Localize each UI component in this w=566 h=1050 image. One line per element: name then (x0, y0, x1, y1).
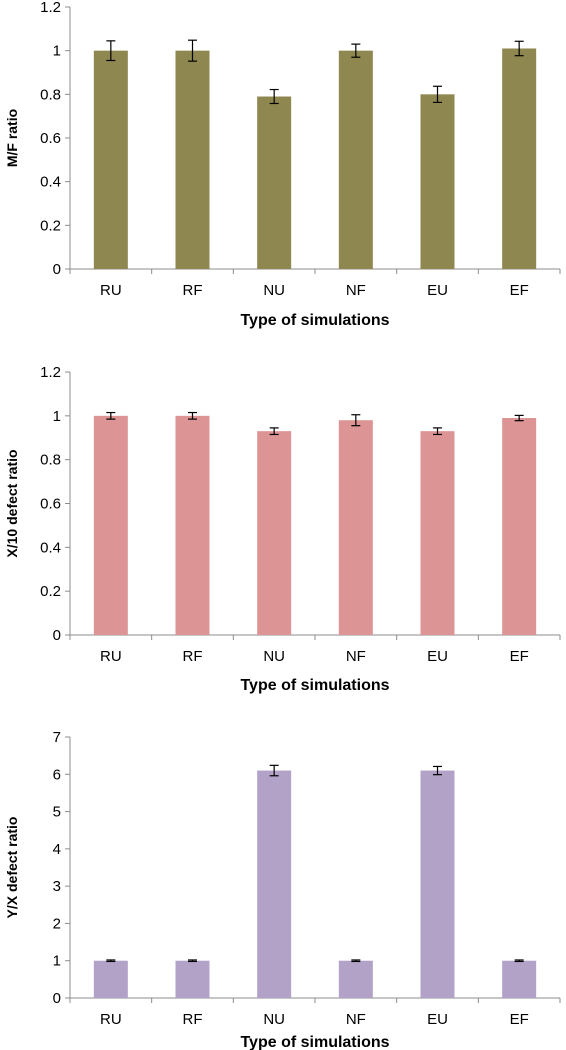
y-tick-label: 0.4 (40, 174, 61, 191)
bar-eu (420, 431, 455, 635)
bar-rf (175, 415, 210, 635)
x-axis-title: Type of simulations (240, 312, 389, 329)
x-tick-label: EF (510, 282, 529, 299)
bar-nf (338, 420, 373, 635)
y-tick-label: 0.2 (40, 217, 61, 234)
y-tick-label: 0.6 (40, 130, 61, 147)
bar-rf (175, 50, 210, 269)
y-tick-label: 5 (53, 804, 61, 821)
y-tick-label: 0 (53, 627, 61, 644)
y-tick-label: 0.4 (40, 539, 61, 556)
x-tick-label: RU (100, 282, 122, 299)
bar-ru (93, 415, 128, 635)
y-tick-label: 0 (53, 261, 61, 278)
y-tick-label: 0.6 (40, 496, 61, 513)
x-tick-label: NU (263, 648, 285, 665)
y-tick-label: 1 (53, 953, 61, 970)
x-axis-title: Type of simulations (240, 1034, 389, 1050)
x-axis-title: Type of simulations (240, 677, 389, 694)
bar-nf (338, 960, 373, 998)
bar-eu (420, 770, 455, 998)
y-tick-label: 6 (53, 766, 61, 783)
x-tick-label: NF (346, 282, 366, 299)
y-tick-label: 7 (53, 729, 61, 746)
bar-eu (420, 94, 455, 269)
bar-nu (257, 96, 292, 270)
x-tick-label: EF (510, 1011, 529, 1028)
bar-nf (338, 50, 373, 269)
y-tick-label: 0.2 (40, 583, 61, 600)
y-tick-label: 4 (53, 841, 61, 858)
x-tick-label: EU (427, 1011, 448, 1028)
x-tick-label: RF (183, 282, 203, 299)
bar-ef (502, 48, 537, 269)
x-tick-label: RU (100, 648, 122, 665)
bar-ef (502, 960, 537, 998)
bar-ru (93, 960, 128, 998)
y-tick-label: 0.8 (40, 86, 61, 103)
y-tick-label: 0 (53, 990, 61, 1007)
x-tick-label: RF (183, 1011, 203, 1028)
x-tick-label: NU (263, 282, 285, 299)
y-tick-label: 2 (53, 915, 61, 932)
x-tick-label: EU (427, 282, 448, 299)
y-axis-title: Y/X defect ratio (4, 817, 20, 919)
x-tick-label: RF (183, 648, 203, 665)
x-tick-label: NU (263, 1011, 285, 1028)
bar-ru (93, 50, 128, 269)
x-tick-label: EF (510, 648, 529, 665)
bar-nu (257, 431, 292, 635)
y-tick-label: 0.8 (40, 452, 61, 469)
x-tick-label: RU (100, 1011, 122, 1028)
bar-ef (502, 418, 537, 635)
y-tick-label: 1 (53, 408, 61, 425)
y-tick-label: 1.2 (40, 0, 61, 16)
y-axis-title: M/F ratio (4, 109, 20, 167)
x-tick-label: NF (346, 1011, 366, 1028)
y-tick-label: 3 (53, 878, 61, 895)
y-tick-label: 1.2 (40, 364, 61, 381)
bar-rf (175, 960, 210, 998)
x-tick-label: NF (346, 648, 366, 665)
y-axis-title: X/10 defect ratio (4, 449, 20, 557)
y-tick-label: 1 (53, 43, 61, 60)
x-tick-label: EU (427, 648, 448, 665)
bar-nu (257, 770, 292, 998)
